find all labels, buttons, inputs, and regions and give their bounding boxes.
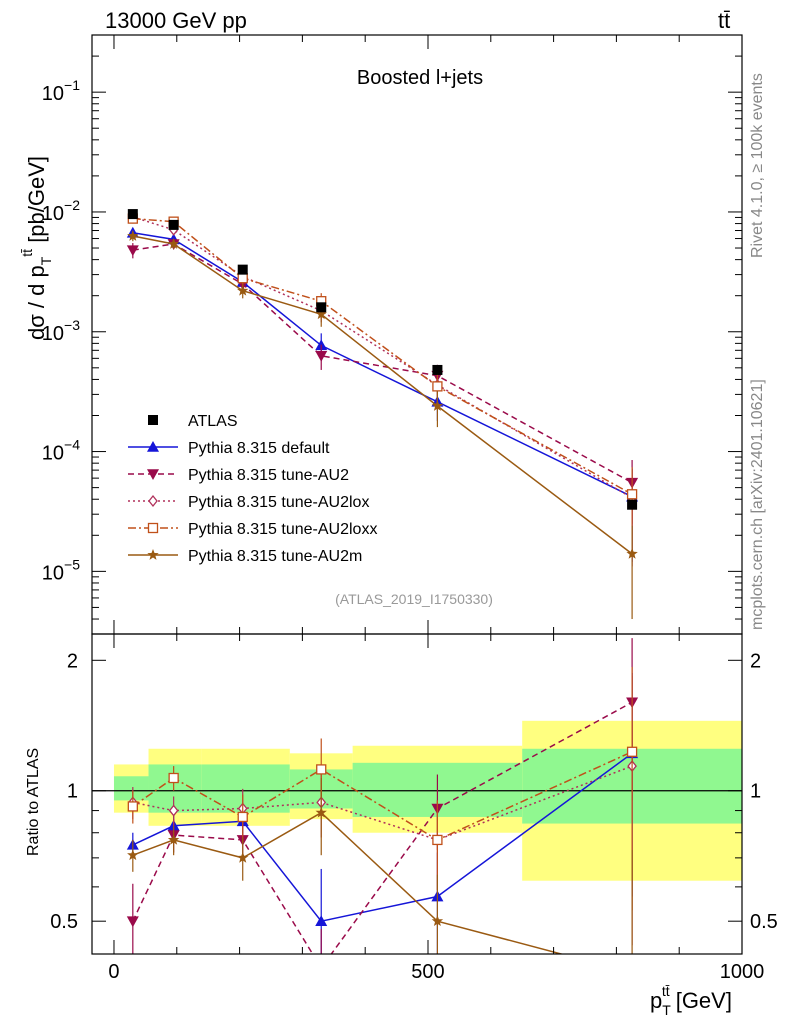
svg-text:dσ / d pTtt̄ [pb/GeV]: dσ / d pTtt̄ [pb/GeV] — [19, 156, 54, 340]
legend-marker — [148, 494, 158, 508]
ratio-xtick-label: 1000 — [720, 961, 765, 983]
main-series-line — [132, 217, 633, 495]
legend-marker — [147, 549, 159, 560]
ratio-point — [431, 915, 444, 926]
legend-label: Pythia 8.315 tune-AU2lox — [188, 494, 369, 511]
main-point — [167, 238, 180, 249]
main-series-0 — [126, 226, 639, 562]
main-point — [237, 284, 249, 296]
legend-marker — [147, 469, 159, 480]
legend-entry: Pythia 8.315 tune-AU2loxx — [128, 521, 377, 538]
legend-label: Pythia 8.315 tune-AU2 — [188, 467, 349, 484]
header-process: tt̄ — [718, 8, 730, 33]
data-point — [237, 264, 248, 275]
ratio-ytick-label-right: 0.5 — [750, 911, 778, 933]
ratio-ylabel: Ratio to ATLAS — [25, 748, 42, 856]
main-frame — [91, 34, 743, 635]
ratio-series-line — [132, 752, 633, 923]
uncertainty-band-inner — [201, 764, 290, 813]
legend-entry: Pythia 8.315 tune-AU2m — [128, 548, 362, 565]
legend-label: Pythia 8.315 tune-AU2m — [188, 548, 362, 565]
ratio-point — [316, 764, 327, 775]
main-point — [127, 230, 139, 241]
main-watermark: (ATLAS_2019_I1750330) — [335, 591, 493, 607]
ratio-point — [626, 967, 637, 978]
main-ytick-label: 10−2 — [42, 197, 80, 225]
ratio-xlabel: pTtt̄ [GeV] — [650, 983, 732, 1018]
ratio-point — [167, 833, 180, 845]
rivet-version-text: Rivet 4.1.0, ≥ 100k events — [749, 73, 766, 258]
legend-label: ATLAS — [188, 413, 238, 430]
main-series-line — [132, 243, 633, 484]
ratio-point — [237, 811, 248, 823]
ratio-point — [126, 916, 139, 928]
main-panel: 10−5 10−4 10−3 10−2 10−1 Boosted l+jets (ATL… — [19, 34, 743, 635]
ratio-point — [237, 851, 249, 863]
ratio-panel: 0.5 0.5 1 1 2 2 0 500 1000 Ratio to ATLAS pTtt̄ … — [25, 633, 778, 1018]
ratio-ytick-label: 0.5 — [50, 911, 78, 933]
data-point — [127, 209, 138, 220]
ratio-ytick-label-right: 1 — [750, 781, 761, 803]
uncertainty-band-inner — [113, 776, 149, 801]
uncertainty-band-inner — [148, 764, 202, 813]
main-title: Boosted l+jets — [357, 67, 483, 89]
main-point — [126, 245, 139, 257]
ratio-xtick-label: 0 — [108, 961, 119, 983]
main-ytick-label: 10−5 — [42, 556, 80, 584]
data-point — [316, 302, 327, 313]
header-energy: 13000 GeV pp — [105, 8, 247, 33]
legend-marker — [148, 415, 158, 425]
main-point — [315, 350, 328, 362]
legend: ATLAS Pythia 8.315 default Pythia 8.315 tu… — [128, 413, 377, 565]
ratio-series-line — [132, 811, 565, 954]
ratio-point — [127, 849, 139, 861]
ratio-point — [315, 806, 327, 818]
ratio-series-line — [132, 765, 633, 841]
main-point — [431, 400, 444, 411]
ratio-point — [432, 834, 443, 846]
main-data-series — [127, 209, 638, 510]
mcplots-text: mcplots.cern.ch [arXiv:2401.10621] — [749, 379, 766, 630]
ratio-ytick-label-right: 2 — [750, 650, 761, 672]
legend-entry: ATLAS — [148, 413, 238, 430]
data-point — [627, 499, 638, 510]
main-point — [626, 547, 638, 559]
main-series-line — [132, 235, 633, 555]
ratio-point — [168, 804, 179, 817]
main-ytick-label: 10−3 — [42, 317, 80, 345]
legend-marker — [147, 522, 159, 534]
main-point — [315, 308, 327, 320]
main-series-4 — [127, 230, 638, 620]
ratio-xtick-label: 500 — [411, 961, 444, 983]
main-ylabel: dσ / d pTtt̄ [pb/GeV] — [19, 156, 54, 340]
main-point — [432, 381, 443, 392]
data-point — [168, 219, 179, 230]
main-ytick-label: 10−4 — [42, 437, 80, 465]
data-point — [432, 364, 443, 375]
legend-label: Pythia 8.315 tune-AU2loxx — [188, 521, 377, 538]
main-point — [626, 489, 638, 500]
ratio-ytick-label: 2 — [67, 650, 78, 672]
ratio-point — [168, 772, 179, 784]
legend-marker — [147, 441, 159, 452]
main-series-line — [132, 216, 633, 499]
main-point — [237, 273, 248, 284]
legend-entry: Pythia 8.315 tune-AU2lox — [128, 494, 369, 511]
main-series-line — [132, 232, 633, 498]
legend-entry: Pythia 8.315 tune-AU2 — [128, 467, 349, 484]
ratio-point — [127, 801, 138, 812]
svg-text:pTtt̄ [GeV]: pTtt̄ [GeV] — [650, 983, 732, 1018]
ratio-point — [315, 915, 328, 926]
main-ytick-label: 10−1 — [42, 77, 80, 105]
ratio-series-4 — [127, 778, 637, 978]
legend-label: Pythia 8.315 default — [188, 440, 330, 457]
ratio-frame — [91, 633, 743, 955]
legend-entry: Pythia 8.315 default — [128, 440, 330, 457]
ratio-point — [315, 963, 327, 974]
ratio-point — [626, 746, 638, 757]
ratio-ytick-label: 1 — [67, 781, 78, 803]
